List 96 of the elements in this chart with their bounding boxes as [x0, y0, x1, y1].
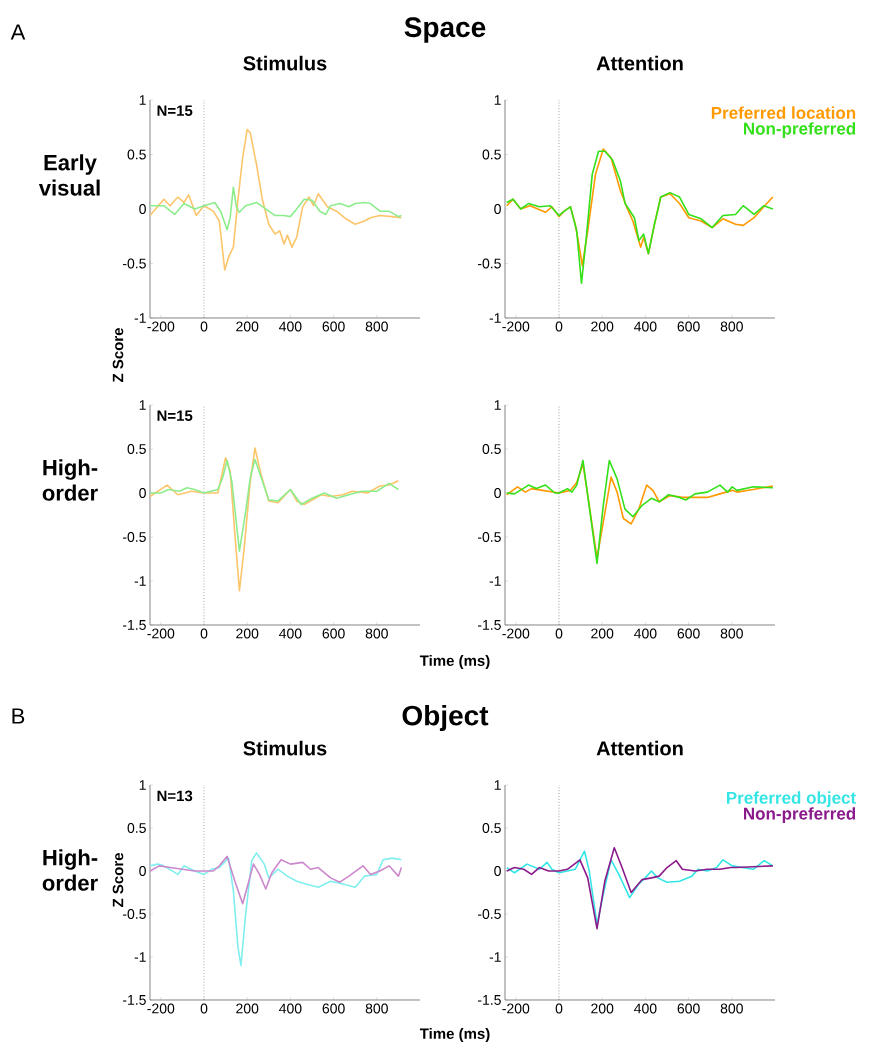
- x-tick-label: 800: [720, 321, 743, 332]
- line-series: [150, 852, 403, 967]
- y-tick-label: 1: [494, 780, 501, 790]
- y-tick-label: 1: [139, 95, 146, 105]
- line-series: [150, 447, 400, 592]
- y-tick-label: -0.5: [122, 909, 146, 919]
- x-tick-label: 600: [677, 321, 700, 332]
- y-tick-label: -1: [134, 313, 146, 323]
- y-axis-title: Z Score: [112, 328, 124, 383]
- annotation: N=15: [157, 105, 193, 116]
- x-tick-label: 200: [236, 1003, 259, 1014]
- x-tick-label: 400: [634, 321, 657, 332]
- x-tick-label: 200: [591, 321, 614, 332]
- y-tick-label: -1.5: [122, 995, 146, 1005]
- y-tick-label: -0.5: [122, 532, 146, 542]
- y-tick-label: 0: [139, 204, 146, 214]
- text: Early visual: [38, 154, 100, 196]
- x-tick-label: 400: [279, 1003, 302, 1014]
- x-tick-label: 0: [555, 321, 563, 332]
- text: Object: [402, 704, 489, 732]
- x-tick-label: -200: [147, 628, 175, 639]
- y-tick-label: 0.5: [482, 823, 501, 833]
- x-tick-label: 800: [720, 1003, 743, 1014]
- x-tick-label: -200: [502, 628, 530, 639]
- text: B: [12, 708, 25, 724]
- chart-title: Attention: [596, 55, 683, 71]
- x-tick-label: 400: [279, 628, 302, 639]
- text: High-order: [42, 849, 98, 891]
- y-tick-label: 1: [494, 95, 501, 105]
- text: Preferred location: [711, 106, 856, 119]
- x-tick-label: 200: [236, 321, 259, 332]
- text: High-order: [42, 459, 98, 501]
- y-tick-label: -1: [134, 576, 146, 586]
- x-tick-label: 800: [365, 1003, 388, 1014]
- x-tick-label: 600: [677, 1003, 700, 1014]
- x-tick-label: 400: [279, 321, 302, 332]
- x-tick-label: 600: [322, 628, 345, 639]
- x-axis-title: Time (ms): [419, 655, 490, 669]
- chart-title: Stimulus: [243, 740, 327, 756]
- x-tick-label: 400: [634, 628, 657, 639]
- annotation: N=13: [157, 790, 193, 802]
- y-tick-label: -1.5: [477, 620, 501, 630]
- y-tick-label: 0.5: [482, 149, 501, 160]
- x-tick-label: -200: [147, 1003, 175, 1014]
- x-tick-label: -200: [502, 321, 530, 332]
- y-tick-label: -0.5: [122, 258, 146, 269]
- y-tick-label: -1.5: [122, 620, 146, 630]
- y-tick-label: 0: [139, 866, 146, 876]
- text: A: [10, 24, 26, 40]
- y-tick-label: 1: [139, 400, 146, 410]
- x-axis-title: Time (ms): [419, 1028, 490, 1042]
- y-tick-label: -1.5: [477, 995, 501, 1005]
- y-tick-label: 0.5: [127, 444, 146, 454]
- y-axis-title: Z Score: [112, 853, 124, 908]
- line-series: [150, 128, 403, 271]
- x-tick-label: 800: [365, 321, 388, 332]
- x-tick-label: 200: [236, 628, 259, 639]
- y-tick-label: -1: [489, 952, 501, 962]
- y-tick-label: 0.5: [127, 149, 146, 160]
- y-tick-label: 0.5: [127, 823, 146, 833]
- x-tick-label: 600: [322, 321, 345, 332]
- x-tick-label: 400: [634, 1003, 657, 1014]
- x-tick-label: 800: [720, 628, 743, 639]
- chart-title: Attention: [596, 740, 683, 756]
- x-tick-label: 600: [322, 1003, 345, 1014]
- x-tick-label: -200: [502, 1003, 530, 1014]
- x-tick-label: 600: [677, 628, 700, 639]
- y-tick-label: -0.5: [477, 532, 501, 542]
- line-series: [150, 458, 400, 552]
- y-tick-label: 0: [494, 488, 501, 498]
- y-tick-label: -0.5: [477, 258, 501, 269]
- y-tick-label: 0: [494, 866, 501, 876]
- x-tick-label: 800: [365, 628, 388, 639]
- text: Preferred object: [726, 791, 856, 808]
- y-tick-label: 0.5: [482, 444, 501, 454]
- y-tick-label: 1: [139, 780, 146, 790]
- annotation: N=15: [157, 410, 193, 421]
- y-tick-label: 0: [139, 488, 146, 498]
- y-tick-label: -1: [489, 576, 501, 586]
- chart-title: Stimulus: [243, 55, 327, 71]
- x-tick-label: 200: [591, 628, 614, 639]
- x-tick-label: 0: [200, 1003, 208, 1014]
- x-tick-label: 200: [591, 1003, 614, 1014]
- y-tick-label: -1: [489, 313, 501, 323]
- text: Space: [404, 17, 486, 43]
- y-tick-label: -0.5: [477, 909, 501, 919]
- x-tick-label: 0: [200, 628, 208, 639]
- text: Non-preferred: [743, 122, 856, 139]
- y-tick-label: -1: [134, 952, 146, 962]
- x-tick-label: 0: [555, 1003, 563, 1014]
- x-tick-label: 0: [200, 321, 208, 332]
- x-tick-label: -200: [147, 321, 175, 332]
- x-tick-label: 0: [555, 628, 563, 639]
- y-tick-label: 0: [494, 204, 501, 214]
- text: Non-preferred: [743, 807, 856, 824]
- y-tick-label: 1: [494, 400, 501, 410]
